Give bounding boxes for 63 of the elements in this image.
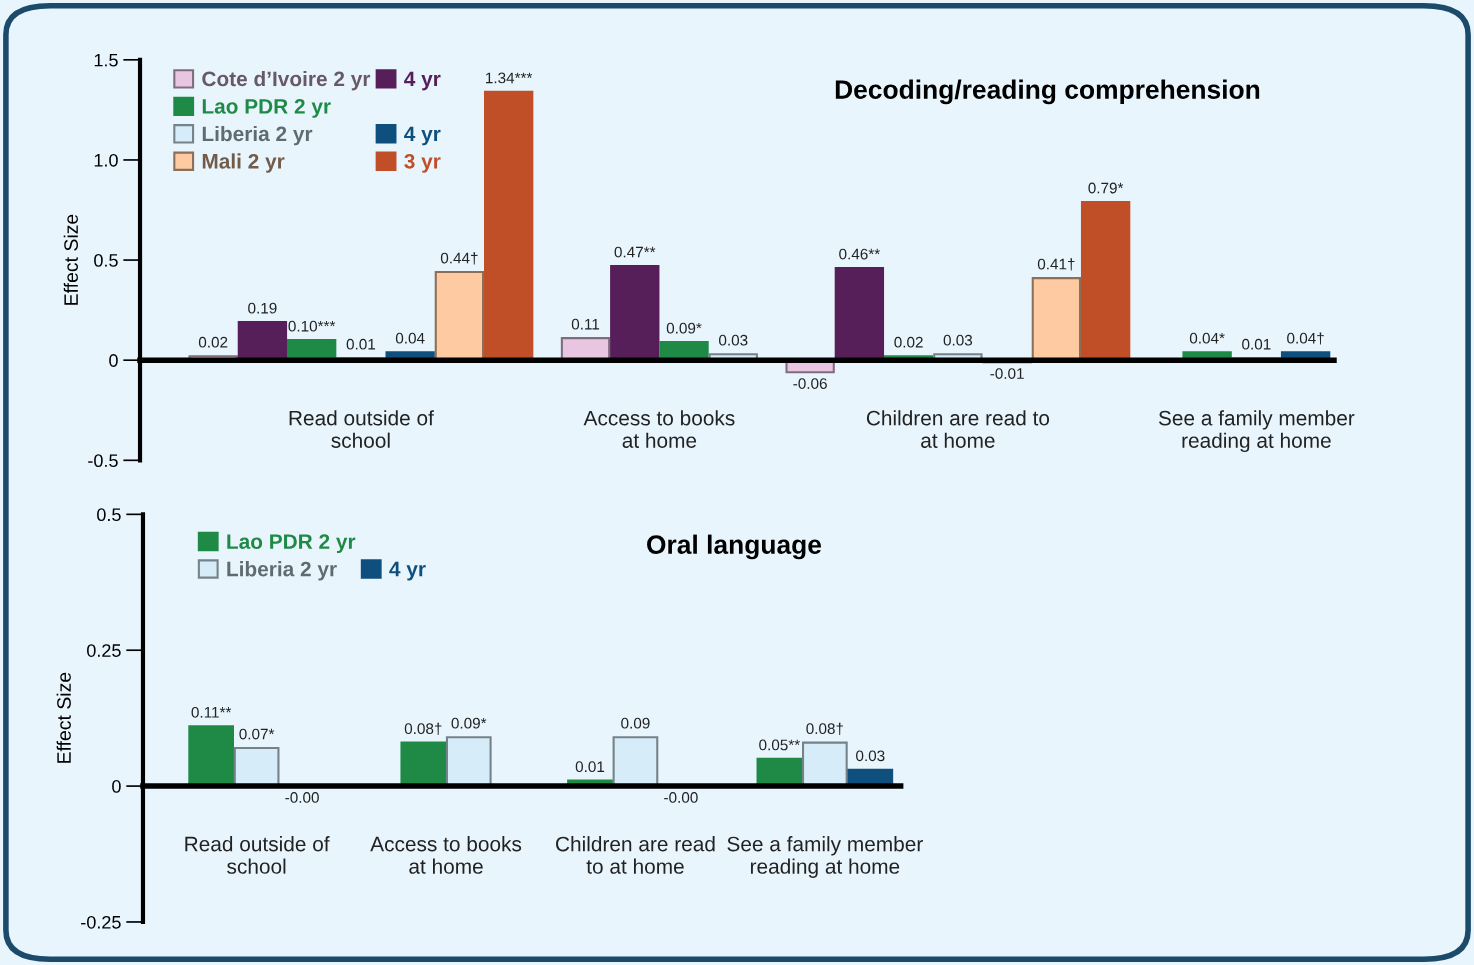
data-label: 0.05** [759,739,800,751]
data-label: 0.41† [1037,258,1075,271]
data-label: 0.08† [404,722,442,735]
x-tick-label: Access to books at home [370,836,522,874]
data-label: 0.01 [1242,338,1271,350]
data-label: 0.03 [719,334,748,346]
legend-label: 4 yr [389,561,426,581]
y-tick-label: 0.25 [87,644,121,657]
y-tick-label: 0 [112,780,121,793]
legend-label: Lao PDR 2 yr [202,98,331,118]
data-label: 0.11 [571,318,600,330]
data-label: 0.01 [575,761,605,773]
y-tick-label: 0.5 [97,508,121,522]
data-label: -0.00 [285,792,319,803]
data-label: 0.46** [839,248,880,260]
data-label: 1.34*** [486,72,533,84]
x-tick-label: Children are read to at home [556,836,715,874]
data-label: 0.07* [239,728,275,740]
legend-label: 4 yr [404,126,441,146]
data-label: 0.02 [198,336,228,348]
y-tick-label: -0.5 [88,454,118,468]
text: Decoding/reading comprehension [835,79,1260,105]
x-tick-label: Children are read to at home [866,410,1050,448]
y-tick-label: 0.5 [94,254,118,267]
y-tick-label: 0 [109,354,118,367]
y-axis-title: Effect Size [63,214,78,305]
data-label: 0.19 [248,302,277,314]
y-tick-label: 1.0 [94,153,118,167]
y-tick-label: -0.25 [81,915,121,929]
x-tick-label: Access to books at home [583,410,735,448]
y-tick-label: 1.5 [94,53,118,67]
data-label: 0.09* [666,322,702,334]
data-label: 0.02 [894,336,923,348]
data-label: -0.00 [664,792,698,803]
data-label: 0.09 [621,717,650,729]
data-label: 0.04 [395,332,425,344]
x-tick-label: Read outside of school [289,410,434,448]
data-label: -0.01 [990,368,1024,379]
legend-label: Cote d’Ivoire 2 yr [202,70,371,91]
data-label: 0.08† [806,722,843,735]
data-label: 0.03 [856,750,885,762]
data-label: 0.09* [451,717,487,729]
data-label: -0.06 [793,378,827,389]
legend-label: Lao PDR 2 yr [227,534,356,554]
legend-label: Liberia 2 yr [227,561,337,581]
text: Oral language [647,534,822,560]
legend-label: Mali 2 yr [202,153,285,173]
x-tick-label: Read outside of school [185,836,330,874]
x-tick-label: See a family member reading at home [727,836,923,878]
data-label: 0.47** [614,246,656,258]
data-label: 0.11** [191,706,232,718]
data-label: 0.04† [1287,332,1324,345]
data-label: 0.10*** [288,320,336,332]
data-label: 0.79* [1088,182,1124,194]
data-label: 0.04* [1189,332,1225,344]
y-axis-title: Effect Size [56,672,71,763]
data-label: 0.03 [943,334,973,346]
legend-label: Liberia 2 yr [202,125,313,146]
x-tick-label: See a family member reading at home [1158,410,1355,453]
legend-label: 3 yr [404,153,441,173]
data-label: 0.44† [440,252,478,265]
legend-label: 4 yr [404,71,441,91]
data-label: 0.01 [346,338,376,350]
